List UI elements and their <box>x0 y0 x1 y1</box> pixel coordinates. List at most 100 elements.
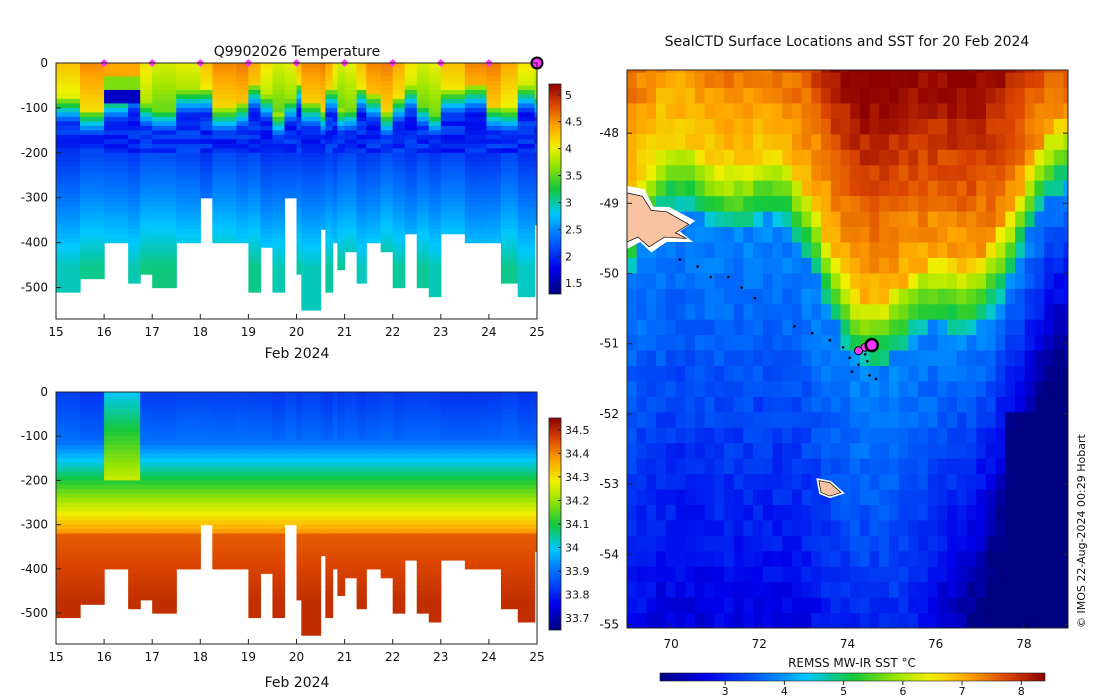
sst-cell <box>685 411 696 428</box>
section-cell <box>296 71 302 78</box>
section-cell <box>500 427 519 433</box>
sst-cell <box>976 550 987 567</box>
sst-cell <box>908 535 919 552</box>
sst-cell <box>1034 612 1045 628</box>
sst-cell <box>675 566 686 583</box>
section-cell <box>404 436 418 442</box>
sst-cell <box>772 257 783 274</box>
sst-cell <box>791 581 803 598</box>
section-cell <box>392 392 406 398</box>
sst-cell <box>694 241 706 258</box>
section-cell <box>260 157 274 163</box>
section-cell <box>296 247 302 253</box>
sst-cell <box>1053 319 1065 336</box>
section-cell <box>332 453 338 459</box>
section-cell <box>325 458 334 464</box>
sst-cell <box>1034 535 1045 552</box>
section-cell <box>260 71 274 78</box>
section-cell <box>320 116 326 122</box>
section-cell <box>356 193 367 199</box>
section-cell <box>301 392 322 398</box>
sst-cell <box>1024 303 1035 320</box>
section-cell <box>248 476 262 482</box>
sst-cell <box>782 365 793 382</box>
sst-cell <box>733 550 744 567</box>
section-cell <box>56 418 81 424</box>
section-cell <box>80 506 105 512</box>
sst-cell <box>724 566 735 583</box>
sst-cell <box>801 519 812 536</box>
sst-cell <box>859 581 871 598</box>
section-cell <box>416 63 430 69</box>
section-cell <box>404 414 418 420</box>
section-cell <box>416 148 430 154</box>
section-cell <box>301 630 322 636</box>
sst-cell <box>772 597 783 614</box>
sst-cell <box>646 272 657 289</box>
sst-cell <box>918 535 929 552</box>
sst-cell <box>627 365 638 382</box>
section-cell <box>152 116 177 122</box>
sst-cell <box>869 489 880 505</box>
sst-cell <box>1005 118 1016 135</box>
section-cell <box>500 502 519 508</box>
section-cell <box>296 595 302 601</box>
sst-cell <box>830 458 841 475</box>
sst-cell <box>675 612 686 628</box>
section-cell <box>80 80 105 87</box>
section-cell <box>500 595 519 601</box>
section-cell <box>392 436 406 442</box>
section-cell <box>200 405 213 411</box>
section-cell <box>104 63 129 69</box>
sst-cell <box>869 211 880 228</box>
section-cell <box>332 89 338 96</box>
section-cell <box>366 211 382 217</box>
section-cell <box>464 467 488 473</box>
section-cell <box>366 157 382 163</box>
section-cell <box>128 400 141 406</box>
section-cell <box>260 107 274 114</box>
sst-cell <box>908 489 919 505</box>
sst-cell <box>840 581 851 598</box>
section-cell <box>128 265 141 271</box>
section-cell <box>366 112 382 118</box>
sst-cell <box>665 272 677 289</box>
section-cell <box>128 458 141 464</box>
section-cell <box>517 586 536 592</box>
section-cell <box>301 292 322 298</box>
section-cell <box>404 148 418 154</box>
section-cell <box>380 161 394 167</box>
sst-cell <box>1053 396 1065 413</box>
section-cell <box>332 431 338 437</box>
sst-cell <box>733 226 744 243</box>
section-cell <box>104 143 129 149</box>
sst-cell <box>733 180 744 197</box>
section-cell <box>152 582 177 588</box>
track-point <box>727 275 730 279</box>
section-cell <box>56 422 81 428</box>
section-cell <box>440 125 466 131</box>
sst-cell <box>772 442 783 459</box>
section-cell <box>534 143 537 149</box>
section-cell <box>301 546 322 552</box>
sst-cell <box>1015 303 1026 320</box>
sst-cell <box>811 334 822 351</box>
section-cell <box>356 103 367 109</box>
sst-cell <box>753 535 764 552</box>
section-cell <box>517 85 536 91</box>
section-cell <box>128 462 141 468</box>
section-cell <box>440 71 466 78</box>
sst-cell <box>966 504 977 521</box>
section-cell <box>284 502 298 508</box>
sst-cell <box>627 319 638 336</box>
section-cell <box>200 467 213 473</box>
section-cell <box>320 89 326 96</box>
section-cell <box>392 238 406 244</box>
section-cell <box>176 157 201 163</box>
section-cell <box>260 400 274 406</box>
section-cell <box>260 560 274 566</box>
section-cell <box>517 613 536 619</box>
section-cell <box>392 107 406 114</box>
sst-cell <box>879 458 890 475</box>
section-cell <box>236 498 249 504</box>
